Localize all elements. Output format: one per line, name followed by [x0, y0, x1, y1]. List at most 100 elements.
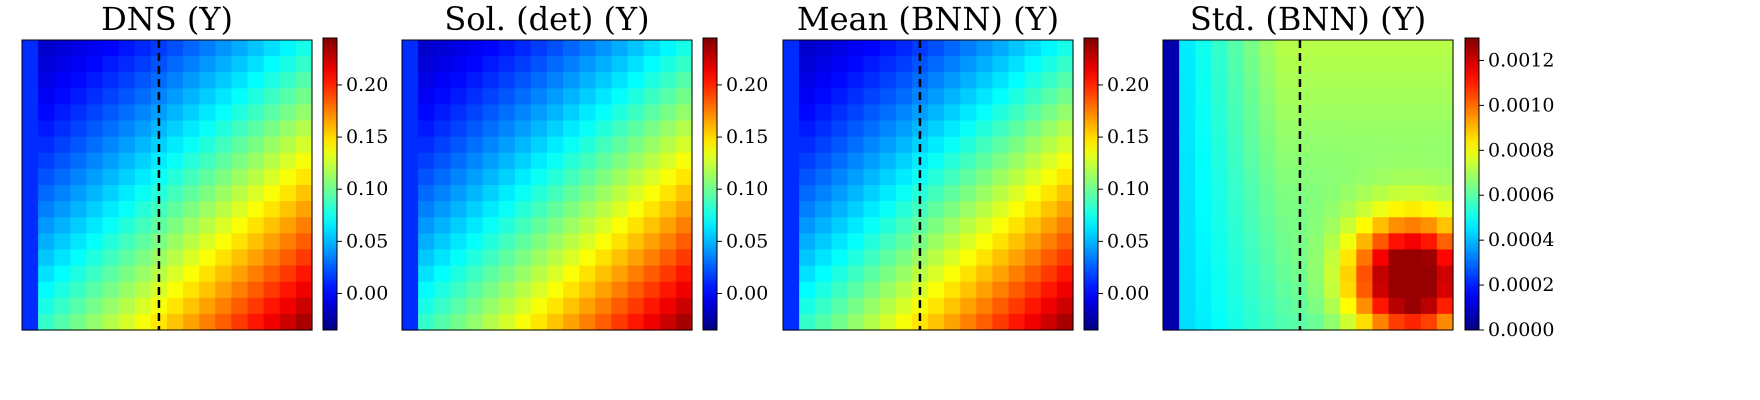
heatmap-cell — [976, 201, 994, 218]
colorbar-tick-label: 0.10 — [1107, 178, 1149, 200]
heatmap-cell — [1008, 120, 1026, 138]
heatmap-cell — [1163, 249, 1180, 267]
heatmap-cell — [1056, 136, 1074, 154]
heatmap-cell — [1227, 281, 1245, 299]
heatmap-cell — [879, 313, 897, 331]
heatmap-cell — [450, 217, 468, 234]
heatmap-cell — [38, 168, 55, 186]
heatmap-cell — [847, 313, 865, 331]
heatmap-cell — [1008, 233, 1026, 251]
heatmap-cell — [70, 120, 88, 138]
heatmap-cell — [1340, 265, 1357, 283]
heatmap-cell — [54, 185, 71, 202]
heatmap-cell — [118, 168, 136, 186]
heatmap-cell — [1356, 217, 1374, 234]
heatmap-cell — [1404, 88, 1422, 106]
heatmap-cell — [279, 185, 297, 202]
heatmap-cell — [547, 168, 564, 186]
heatmap-cell — [863, 168, 881, 186]
heatmap-cell — [944, 88, 961, 106]
heatmap-cell — [579, 168, 596, 186]
heatmap-cell — [22, 217, 39, 234]
heatmap-cell — [595, 40, 613, 57]
heatmap-cell — [279, 88, 297, 106]
heatmap-cell — [418, 40, 435, 57]
heatmap-cell — [183, 168, 200, 186]
heatmap-cell — [530, 152, 548, 170]
heatmap-cell — [118, 136, 136, 154]
heatmap-cell — [514, 104, 532, 122]
heatmap-cell — [1243, 185, 1261, 202]
heatmap-cell — [960, 201, 977, 218]
heatmap-cell — [1179, 249, 1196, 267]
heatmap-cell — [815, 185, 832, 202]
heatmap-cell — [215, 185, 233, 202]
heatmap-cell — [402, 136, 419, 154]
heatmap-cell — [976, 217, 994, 234]
heatmap-cell — [1243, 249, 1261, 267]
heatmap-cell — [1436, 281, 1454, 299]
heatmap-cell — [895, 313, 913, 331]
heatmap-cell — [659, 120, 677, 138]
heatmap-cell — [863, 249, 881, 267]
heatmap-cell — [1211, 40, 1229, 57]
heatmap-cell — [1259, 281, 1277, 299]
heatmap-cell — [1024, 201, 1042, 218]
heatmap-cell — [643, 185, 661, 202]
heatmap-cell — [231, 168, 249, 186]
heatmap-cell — [86, 265, 104, 283]
heatmap-cell — [86, 168, 104, 186]
heatmap-cell — [247, 233, 265, 251]
heatmap-cell — [150, 313, 168, 331]
heatmap-cell — [675, 233, 693, 251]
heatmap-cell — [960, 88, 977, 106]
heatmap-cell — [263, 136, 281, 154]
heatmap-cell — [992, 217, 1010, 234]
heatmap-cell — [879, 201, 897, 218]
heatmap-cell — [1227, 152, 1245, 170]
heatmap-cell — [1308, 88, 1325, 106]
heatmap-cell — [38, 72, 55, 89]
heatmap-cell — [944, 152, 961, 170]
heatmap-cell — [199, 185, 216, 202]
heatmap-cell — [976, 249, 994, 267]
heatmap-cell — [231, 185, 249, 202]
heatmap-cell — [22, 233, 39, 251]
heatmap-cell — [675, 136, 693, 154]
heatmap-cell — [295, 249, 313, 267]
colorbar-tick-label: 0.10 — [726, 178, 768, 200]
heatmap-cell — [402, 152, 419, 170]
heatmap-cell — [466, 265, 484, 283]
heatmap-cell — [1340, 185, 1357, 202]
heatmap-cell — [22, 313, 39, 331]
heatmap-cell — [1008, 217, 1026, 234]
heatmap-cell — [1243, 120, 1261, 138]
heatmap-cell — [263, 40, 281, 57]
heatmap-cell — [1259, 233, 1277, 251]
heatmap-cell — [231, 120, 249, 138]
heatmap-cell — [279, 104, 297, 122]
heatmap-cell — [831, 56, 849, 73]
heatmap-cell — [847, 201, 865, 218]
heatmap-cell — [102, 297, 120, 315]
heatmap-cell — [86, 249, 104, 267]
heatmap-cell — [402, 185, 419, 202]
heatmap-cell — [1227, 185, 1245, 202]
heatmap-cell — [863, 136, 881, 154]
heatmap-cell — [627, 72, 645, 89]
heatmap-cell — [895, 56, 913, 73]
heatmap-cell — [247, 281, 265, 299]
heatmap-cell — [1163, 168, 1180, 186]
heatmap-cell — [1340, 281, 1357, 299]
heatmap-cell — [22, 104, 39, 122]
heatmap-cell — [1227, 88, 1245, 106]
heatmap-cell — [944, 265, 961, 283]
heatmap-cell — [1388, 249, 1406, 267]
heatmap-cell — [992, 265, 1010, 283]
heatmap-cell — [799, 265, 816, 283]
heatmap-cell — [1404, 249, 1422, 267]
heatmap-cell — [418, 168, 435, 186]
heatmap-cell — [960, 168, 977, 186]
heatmap-cell — [183, 40, 200, 57]
heatmap-cell — [247, 185, 265, 202]
